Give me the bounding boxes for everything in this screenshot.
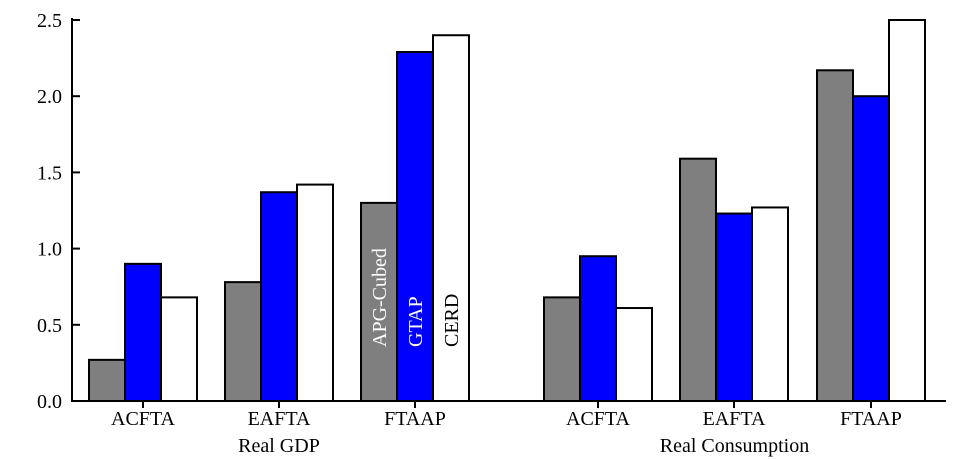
- bar-series-label: APG-Cubed: [369, 248, 391, 347]
- bar-apg-cubed-acfta: [88, 358, 126, 402]
- bar-gtap-eafta: [715, 212, 753, 402]
- bar-gtap-acfta: [124, 262, 162, 402]
- group-label: Real GDP: [238, 435, 320, 457]
- labels: 0.0 0.5 1.0 1.5 2.0 2.5 ACFTA EAFTA FTAAP Real GD…: [37, 10, 902, 457]
- bar-gtap-eafta: [260, 191, 298, 402]
- bar-cerd-acfta: [615, 307, 653, 403]
- bar-cerd-eafta: [751, 206, 789, 402]
- group-label: Real Consumption: [660, 435, 809, 457]
- y-tick-label: 0.0: [37, 391, 62, 413]
- bar-apg-cubed-acfta: [543, 296, 581, 403]
- y-tick-label: 0.5: [37, 315, 62, 337]
- bar-apg-cubed-ftaap: [816, 69, 854, 403]
- bar-gtap-acfta: [579, 255, 617, 402]
- y-tick-label: 2.5: [37, 10, 62, 32]
- category-label: EAFTA: [703, 408, 766, 430]
- y-tick-label: 1.0: [37, 239, 62, 261]
- bar-cerd-ftaap: [888, 19, 926, 402]
- bar-gtap-ftaap: [396, 51, 434, 403]
- bar-apg-cubed-eafta: [224, 281, 262, 402]
- y-tick-label: 1.5: [37, 162, 62, 184]
- category-label: FTAAP: [840, 408, 902, 430]
- bars: [88, 19, 926, 403]
- category-label: EAFTA: [248, 408, 311, 430]
- bar-cerd-ftaap: [432, 34, 470, 403]
- axes: [71, 18, 946, 408]
- bar-apg-cubed-eafta: [679, 157, 717, 402]
- bar-series-label: GTAP: [405, 296, 427, 347]
- y-tick-label: 2.0: [37, 86, 62, 108]
- bar-gtap-ftaap: [852, 95, 890, 402]
- category-label: ACFTA: [111, 408, 176, 430]
- category-label: ACFTA: [566, 408, 631, 430]
- bar-series-label: CERD: [441, 294, 463, 347]
- category-label: FTAAP: [384, 408, 446, 430]
- bar-cerd-eafta: [296, 183, 334, 402]
- bar-cerd-acfta: [160, 296, 198, 403]
